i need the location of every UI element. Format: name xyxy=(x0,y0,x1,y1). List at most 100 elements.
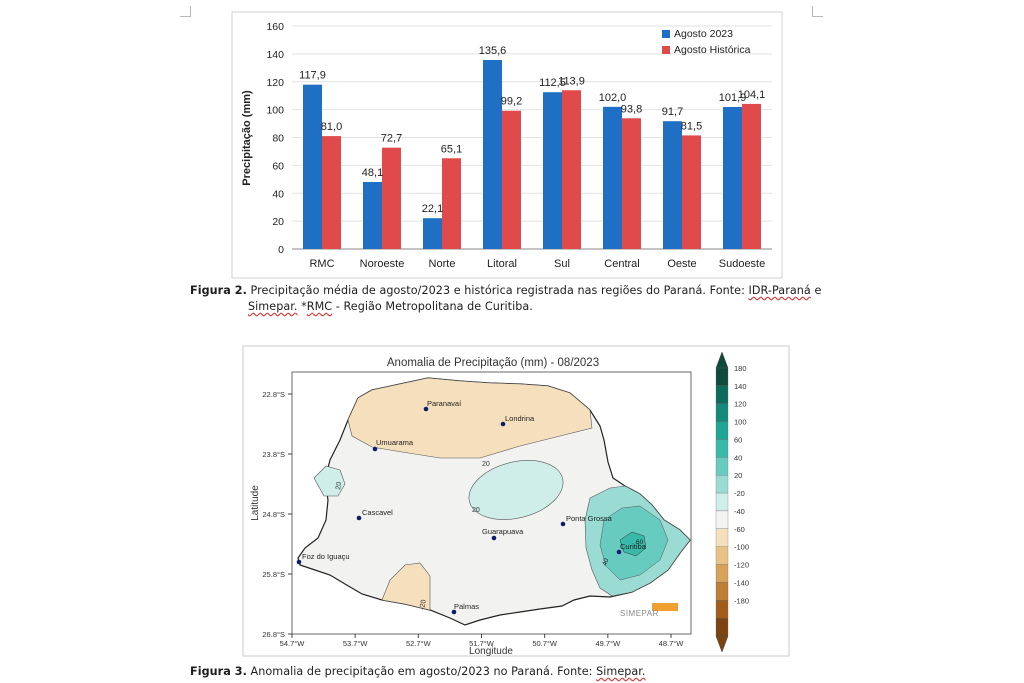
colorbar: 180 140 120 100 60 40 20 -20 -40 -60 -100 -120 -140 -… xyxy=(715,351,749,653)
colorbar-segment xyxy=(715,564,729,583)
logo-mark xyxy=(652,603,678,611)
contour-label-20-center: 20 xyxy=(472,507,480,514)
contour-label-20-north: 20 xyxy=(482,461,490,468)
contour-label-20-west: 20 xyxy=(335,481,343,490)
bar-agosto-2023 xyxy=(543,92,562,249)
bar-agosto-historica xyxy=(562,90,581,249)
legend-swatch-agosto-2023 xyxy=(662,30,670,38)
caption3-label: Figura 3. xyxy=(190,665,247,678)
contour-label-40: 40 xyxy=(601,557,610,567)
y-tick-label: 140 xyxy=(266,49,284,61)
colorbar-tick-label: 120 xyxy=(734,400,747,409)
map-y-tick-label: 22.8°S xyxy=(262,390,285,399)
colorbar-segment xyxy=(715,439,729,458)
bar-data-label: 22,1 xyxy=(422,203,443,215)
map-title: Anomalia de Precipitação (mm) - 08/2023 xyxy=(387,357,599,369)
crop-mark-right xyxy=(812,6,823,17)
bar-data-label: 81,5 xyxy=(681,120,702,132)
colorbar-segment xyxy=(715,582,729,601)
bar-data-label: 65,1 xyxy=(441,143,462,155)
bar-data-label: 48,1 xyxy=(362,167,383,179)
bar-agosto-historica xyxy=(382,147,401,249)
legend-swatch-agosto-historica xyxy=(662,46,670,54)
city-dot-palmas xyxy=(451,609,457,615)
city-dot-ponta-grossa xyxy=(560,521,566,527)
caption3-source: Simepar. xyxy=(596,665,646,678)
city-dot-curitiba xyxy=(616,549,622,555)
x-tick-label: Central xyxy=(604,258,639,270)
city-label-cascavel: Cascavel xyxy=(362,508,393,517)
colorbar-tick-label: -140 xyxy=(734,578,749,587)
bar-agosto-historica xyxy=(322,136,341,249)
bar-data-label: 81,0 xyxy=(321,121,342,133)
caption-and: e xyxy=(814,284,822,297)
city-label-foz-do-iguacu: Foz do Iguaçu xyxy=(302,552,350,561)
map-y-axis-label: Latitude xyxy=(250,485,261,521)
city-dot-foz-do-iguacu xyxy=(296,559,302,565)
bar-agosto-2023 xyxy=(303,84,322,249)
x-tick-label: Noroeste xyxy=(360,258,405,270)
colorbar-tick-label: 180 xyxy=(734,364,747,373)
figure-2-caption: Figura 2. Precipitação média de agosto/2… xyxy=(190,283,825,315)
map-y-tick-label: 23.8°S xyxy=(262,450,285,459)
y-tick-label: 120 xyxy=(266,77,284,89)
map-x-tick-label: 52.7°W xyxy=(406,639,432,648)
contour-label-neg20-south: -20 xyxy=(419,599,428,610)
city-label-umuarama: Umuarama xyxy=(376,438,414,447)
colorbar-tick-label: -180 xyxy=(734,596,749,605)
city-label-londrina: Londrina xyxy=(505,414,535,423)
colorbar-tick-label: -100 xyxy=(734,543,749,552)
colorbar-segment xyxy=(715,617,729,637)
city-label-palmas: Palmas xyxy=(454,602,479,611)
bar-data-label: 112,5 xyxy=(539,77,566,89)
west-anomaly-zone xyxy=(313,465,346,497)
bar-agosto-2023 xyxy=(663,121,682,249)
y-tick-label: 20 xyxy=(272,216,284,228)
colorbar-tick-label: -60 xyxy=(734,525,745,534)
city-dot-guarapuava xyxy=(491,535,497,541)
x-tick-label: Norte xyxy=(429,258,456,270)
bar-agosto-2023 xyxy=(723,106,742,250)
south-anomaly-zone xyxy=(381,562,431,611)
colorbar-segment xyxy=(715,385,729,404)
map-y-tick-label: 24.8°S xyxy=(262,510,285,519)
bar-agosto-historica xyxy=(742,103,761,250)
logo-text: SIMEPAR xyxy=(620,609,659,618)
caption3-text: Anomalia de precipitação em agosto/2023 … xyxy=(250,665,593,678)
y-tick-label: 60 xyxy=(272,160,284,172)
y-tick-label: 0 xyxy=(278,244,284,256)
bar-data-label: 117,9 xyxy=(299,70,326,82)
city-label-paranavai: Paranavaí xyxy=(427,399,462,408)
map-x-tick-label: 53.7°W xyxy=(343,639,369,648)
curitiba-anomaly-core xyxy=(619,531,647,557)
colorbar-tick-label: -20 xyxy=(734,489,745,498)
x-tick-label: Sul xyxy=(554,258,570,270)
colorbar-segment xyxy=(715,475,729,494)
caption-label: Figura 2. xyxy=(190,284,247,297)
contour-label-60: 60 xyxy=(636,539,644,546)
map-y-tick-label: 25.8°S xyxy=(262,570,285,579)
bar-agosto-2023 xyxy=(603,106,622,250)
colorbar-segment xyxy=(715,546,729,565)
legend-label-agosto-2023: Agosto 2023 xyxy=(674,28,733,40)
bar-agosto-2023 xyxy=(363,181,382,249)
bar-agosto-historica xyxy=(682,135,701,249)
colorbar-segment xyxy=(715,421,729,440)
caption-note-abbr: RMC xyxy=(306,300,333,313)
y-axis-label: Precipitação (mm) xyxy=(241,90,253,186)
bar-data-label: 91,7 xyxy=(662,106,683,118)
simepar-logo: SIMEPAR xyxy=(620,603,678,618)
colorbar-segment xyxy=(715,510,729,529)
map-x-axis-label: Longitude xyxy=(469,646,513,657)
city-label-curitiba: Curitiba xyxy=(620,542,647,551)
bar-data-label: 99,2 xyxy=(501,96,522,108)
x-tick-label: Litoral xyxy=(487,258,517,270)
bar-agosto-2023 xyxy=(423,218,442,249)
bar-agosto-2023 xyxy=(483,60,502,249)
crop-mark-left xyxy=(180,6,191,17)
city-dot-cascavel xyxy=(356,515,362,521)
bar-data-label: 102,0 xyxy=(599,92,627,104)
caption-note-prefix: * xyxy=(301,300,307,313)
bar-agosto-historica xyxy=(622,118,641,249)
